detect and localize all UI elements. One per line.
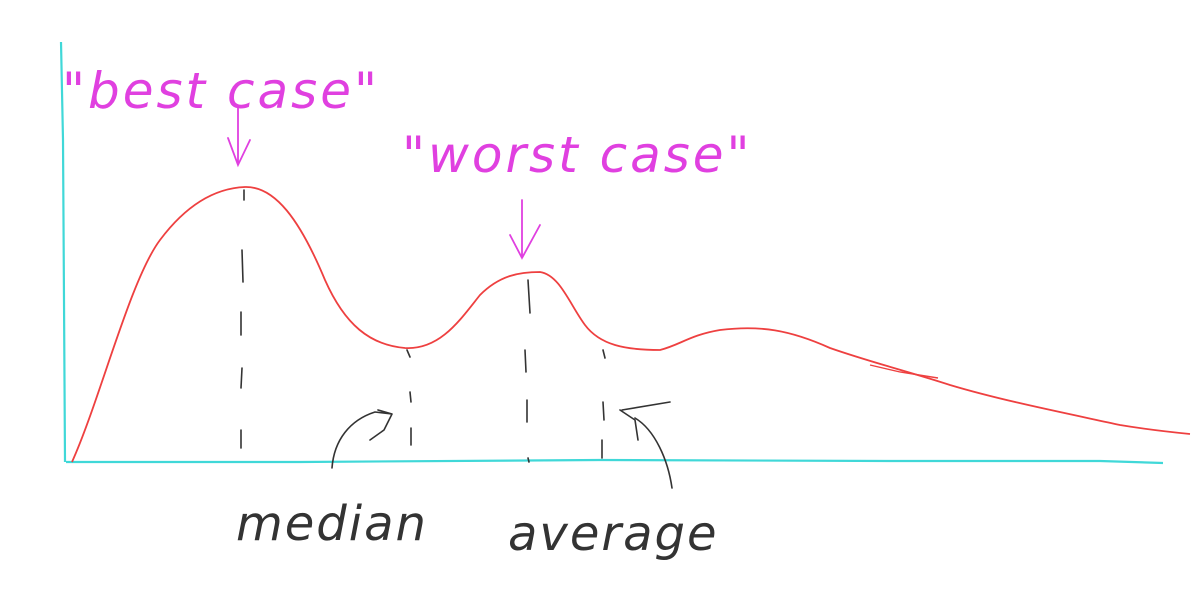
annotation-arrows — [227, 107, 541, 260]
best-case-dashed-line — [240, 189, 245, 449]
best-case-label: "best case" — [62, 62, 380, 120]
average-dashed-line — [601, 349, 606, 459]
average-arrow — [619, 401, 673, 489]
worst-case-arrow — [509, 199, 541, 260]
curve-scribble — [869, 364, 939, 379]
axes — [59, 41, 1164, 465]
marker-lines — [240, 189, 606, 463]
mode-dashed-line — [524, 279, 531, 463]
y-axis — [59, 41, 67, 463]
best-case-arrow — [227, 107, 251, 168]
callout-arrows — [331, 401, 673, 489]
average-label: average — [508, 506, 719, 562]
x-axis — [66, 458, 1164, 465]
median-label: median — [236, 496, 428, 552]
median-arrow — [331, 409, 393, 469]
distribution-curve — [71, 186, 1191, 463]
worst-case-label: "worst case" — [402, 126, 753, 184]
median-dashed-line — [406, 349, 412, 446]
